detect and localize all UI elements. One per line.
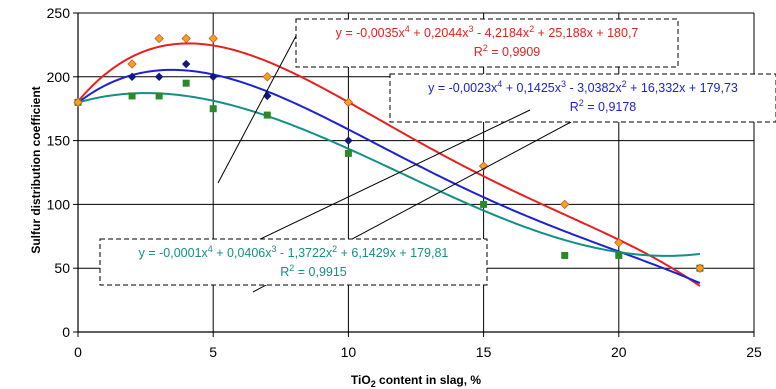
data-point-series-3 bbox=[263, 111, 271, 119]
data-point-series-3 bbox=[155, 92, 163, 100]
trendline-r-squared: R2 = 0,9178 bbox=[570, 98, 637, 114]
y-tick-label: 150 bbox=[47, 133, 71, 149]
data-point-series-1 bbox=[181, 33, 191, 44]
data-point-series-1 bbox=[614, 238, 624, 248]
data-point-series-1 bbox=[262, 72, 272, 82]
y-axis-title: Sulfur distribution coefficient bbox=[29, 86, 43, 253]
equation-leader-line bbox=[217, 35, 297, 184]
tick-labels: 0 50 100 150 200 250 0 5 10 15 20 25 bbox=[47, 5, 762, 360]
data-point-series-2 bbox=[209, 72, 218, 81]
y-tick-label: 50 bbox=[54, 260, 70, 276]
trendline-series-3 bbox=[77, 92, 701, 257]
data-point-series-2 bbox=[344, 136, 353, 145]
data-point-series-1 bbox=[127, 59, 137, 69]
data-point-series-1 bbox=[343, 97, 354, 107]
y-tick-label: 0 bbox=[62, 324, 70, 340]
x-tick-label: 5 bbox=[209, 344, 217, 360]
data-point-series-2 bbox=[263, 91, 272, 101]
x-axis-title: TiO2 content in slag, % bbox=[351, 373, 481, 389]
data-point-series-1 bbox=[560, 199, 570, 210]
trendline-r-squared: R2 = 0,9915 bbox=[280, 263, 347, 279]
axes bbox=[73, 12, 755, 337]
trendline-equation: y = -0,0001x4​ + 0,0406x3​ - 1,3722x2​ +… bbox=[139, 244, 449, 260]
data-point-series-1 bbox=[73, 97, 83, 107]
data-point-series-3 bbox=[480, 200, 488, 208]
data-point-series-2 bbox=[154, 72, 164, 81]
trendline-r-squared: R2 = 0,9909 bbox=[474, 43, 541, 59]
data-point-series-2 bbox=[127, 72, 137, 81]
data-point-series-1 bbox=[695, 263, 705, 273]
equation-box bbox=[99, 238, 488, 286]
equation-boxes: y = -0,0035x4​ + 0,2044x3​ - 4,2184x2​ +… bbox=[99, 18, 776, 293]
data-point-series-3 bbox=[128, 92, 136, 100]
equation-box bbox=[389, 73, 776, 123]
x-tick-label: 10 bbox=[341, 344, 357, 360]
x-tick-label: 20 bbox=[611, 344, 627, 360]
data-point-series-1 bbox=[478, 161, 489, 171]
x-tick-label: 25 bbox=[746, 344, 762, 360]
x-tick-label: 15 bbox=[476, 344, 492, 360]
data-markers bbox=[73, 33, 705, 273]
data-point-series-1 bbox=[154, 33, 164, 44]
data-point-series-3 bbox=[209, 105, 217, 113]
data-point-series-3 bbox=[182, 79, 190, 87]
x-tick-label: 0 bbox=[74, 344, 82, 360]
data-point-series-3 bbox=[561, 251, 569, 259]
y-tick-label: 100 bbox=[47, 196, 71, 212]
data-point-series-3 bbox=[344, 149, 352, 157]
equation-leader-line bbox=[249, 109, 531, 245]
y-tick-label: 200 bbox=[47, 69, 71, 85]
data-point-series-2 bbox=[181, 59, 191, 69]
trendline-series-2 bbox=[77, 68, 701, 285]
trendline-equation: y = -0,0023x4​ + 0,1425x3​ - 3,0382x2​ +… bbox=[428, 79, 738, 95]
trendline-series-1 bbox=[77, 42, 701, 287]
y-tick-label: 250 bbox=[47, 5, 71, 21]
trendline-equation: y = -0,0035x4​ + 0,2044x3​ - 4,2184x2​ +… bbox=[336, 24, 639, 40]
data-point-series-3 bbox=[615, 251, 623, 259]
data-point-series-1 bbox=[208, 33, 218, 44]
trendlines bbox=[77, 42, 701, 287]
equation-box bbox=[295, 18, 679, 68]
